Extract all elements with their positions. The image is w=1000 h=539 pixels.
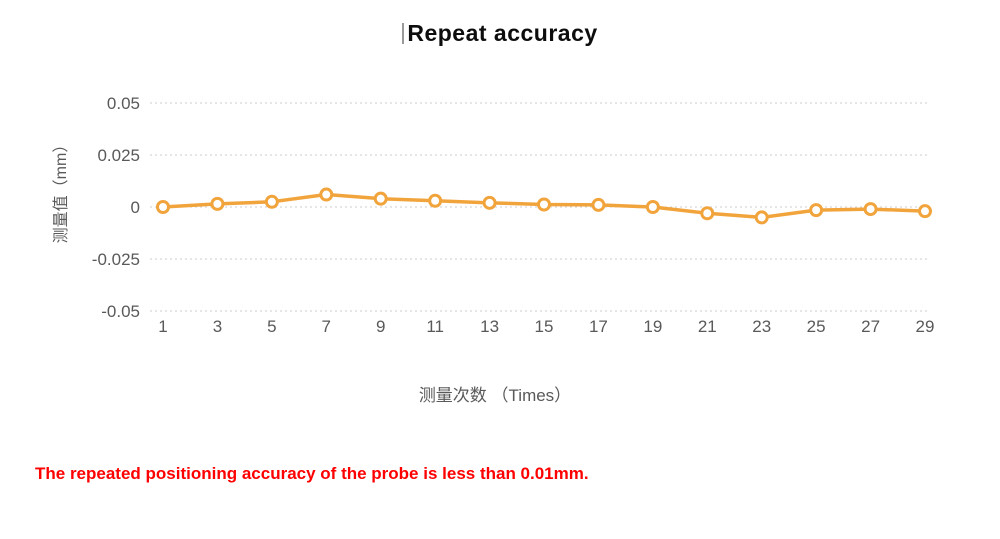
x-tick-label: 7 — [322, 317, 331, 336]
x-axis-title: 测量次数 （Times） — [418, 386, 572, 405]
data-point-marker — [373, 191, 388, 206]
x-tick-label: 21 — [698, 317, 717, 336]
data-point-marker — [863, 202, 878, 217]
chart-title: Repeat accuracy — [0, 20, 1000, 47]
data-point-marker — [809, 203, 824, 218]
data-point-marker — [754, 210, 769, 225]
text-cursor — [402, 23, 405, 44]
data-point-marker — [319, 187, 334, 202]
x-tick-label: 5 — [267, 317, 276, 336]
x-tick-label: 17 — [589, 317, 608, 336]
data-point-marker — [918, 204, 932, 219]
x-tick-label: 25 — [807, 317, 826, 336]
data-point-marker — [700, 206, 715, 221]
x-tick-label: 15 — [535, 317, 554, 336]
data-point-marker — [591, 197, 606, 212]
data-point-marker — [428, 193, 443, 208]
y-tick-label: 0.025 — [97, 146, 140, 165]
x-tick-label: 29 — [916, 317, 935, 336]
y-tick-label: 0.05 — [107, 94, 140, 113]
data-point-marker — [645, 200, 660, 214]
x-tick-label: 19 — [643, 317, 662, 336]
y-tick-label: 0 — [131, 198, 140, 217]
x-tick-label: 9 — [376, 317, 385, 336]
x-tick-label: 23 — [752, 317, 771, 336]
data-point-marker — [482, 195, 497, 210]
accuracy-note: The repeated positioning accuracy of the… — [35, 464, 589, 483]
data-point-marker — [210, 196, 225, 211]
chart-title-text: Repeat accuracy — [407, 20, 598, 46]
x-tick-label: 13 — [480, 317, 499, 336]
data-point-marker — [537, 197, 551, 212]
x-tick-label: 11 — [426, 317, 444, 336]
x-tick-label: 1 — [158, 317, 167, 336]
data-point-marker — [156, 200, 170, 214]
data-point-marker — [264, 194, 279, 209]
y-tick-label: -0.025 — [92, 250, 140, 269]
x-tick-label: 27 — [861, 317, 880, 336]
y-tick-label: -0.05 — [101, 302, 140, 321]
x-tick-label: 3 — [213, 317, 222, 336]
